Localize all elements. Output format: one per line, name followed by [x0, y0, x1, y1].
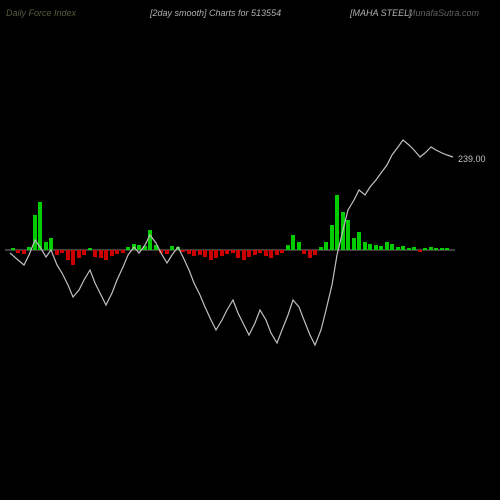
title-indicator: Daily Force Index	[6, 8, 76, 18]
title-description: [2day smooth] Charts for 513554	[150, 8, 281, 18]
title-site: MunafaSutra.com	[408, 8, 479, 18]
title-symbol: [MAHA STEEL]	[350, 8, 412, 18]
force-index-chart	[5, 25, 455, 475]
chart-header: Daily Force Index [2day smooth] Charts f…	[0, 6, 500, 20]
chart-container	[5, 25, 455, 475]
price-value-label: 239.00	[458, 154, 486, 164]
